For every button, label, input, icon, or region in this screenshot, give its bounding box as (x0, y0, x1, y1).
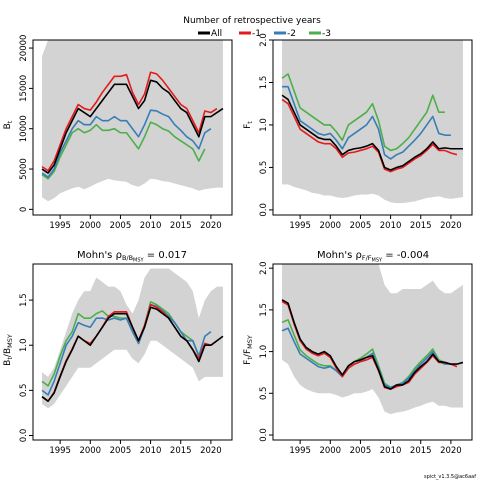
panel-b-bmsy: 1995 2000 2005 2010 2015 2020 0.0 0.5 1.0 1.5 (19, 263, 233, 456)
x-tick-label: 2005 (110, 446, 132, 456)
x-tick-label: 2015 (170, 221, 192, 231)
series-line-all (281, 299, 464, 390)
x-tick-label: 1995 (289, 446, 311, 456)
ylabel-ffmsy: Ft/FMSY (243, 335, 254, 365)
legend-label: -3 (322, 29, 331, 39)
y-tick-label: 10000 (19, 115, 29, 142)
series-line-all (281, 94, 463, 171)
ylabel-bbmsy: Bt/BMSY (3, 334, 14, 366)
confidence-band (282, 264, 463, 415)
x-tick-label: 2015 (410, 221, 432, 231)
legend-entry-minus1: -1 (239, 29, 261, 39)
panel-title-ffmsy-sub: F/F (362, 254, 372, 262)
panel-title-bbmsy-sub: B/B (122, 254, 133, 262)
x-tick-label: 2020 (440, 446, 462, 456)
panel-title-ffmsy-prefix: Mohn's ρ (317, 250, 362, 261)
series-line-minus3 (281, 319, 446, 389)
plot-area (281, 264, 464, 415)
legend-title: Number of retrospective years (183, 16, 321, 26)
panel-title-bbmsy-subsub: MSY (133, 258, 144, 264)
legend-label: All (211, 29, 222, 39)
x-tick-label: 2015 (410, 446, 432, 456)
plot-area (281, 40, 463, 204)
plot-frame (272, 39, 473, 216)
y-tick-label: 1.0 (259, 118, 269, 132)
panels: 1995 2000 2005 2010 2015 2020 0 5000 10000 15000 2… (19, 33, 473, 456)
x-tick-label: 1995 (49, 221, 71, 231)
series-line-minus1 (281, 98, 458, 173)
series-line-minus3 (281, 73, 445, 152)
panel-title-bbmsy-prefix: Mohn's ρ (77, 250, 122, 261)
x-tick-label: 2010 (380, 221, 402, 231)
y-tick-label: 0.5 (19, 384, 29, 398)
ylabel-ft: Ft (243, 121, 254, 129)
x-tick-label: 2020 (200, 221, 222, 231)
x-tick-label: 2005 (110, 221, 132, 231)
legend-entry-minus2: -2 (274, 29, 296, 39)
y-tick-label: 0.0 (19, 429, 29, 443)
y-tick-label: 0.5 (259, 161, 269, 175)
x-tick-label: 2020 (440, 221, 462, 231)
x-tick-label: 2000 (319, 446, 341, 456)
legend: All -1 -2 -3 (198, 29, 331, 39)
x-tick-label: 2015 (170, 446, 192, 456)
legend-label: -1 (252, 29, 261, 39)
y-tick-label: 1.0 (19, 338, 29, 352)
y-tick-label: 0.0 (259, 428, 269, 442)
series-line-minus3 (41, 121, 206, 180)
panel-biomass: 1995 2000 2005 2010 2015 2020 0 5000 10000 15000 2… (19, 35, 233, 231)
y-tick-label: 2.0 (259, 33, 269, 47)
x-tick-label: 2010 (140, 221, 162, 231)
y-tick-label: 5000 (19, 158, 29, 180)
series-line-minus1 (41, 71, 218, 172)
x-tick-label: 2005 (350, 221, 372, 231)
panel-title-ffmsy-value: = -0.004 (382, 250, 429, 261)
y-tick-label: 15000 (19, 75, 29, 102)
footer-version: spict_v1.3.5@ac6aaf (424, 474, 476, 480)
x-tick-label: 2000 (79, 446, 101, 456)
legend-label: -2 (287, 29, 296, 39)
y-tick-label: 0.0 (259, 203, 269, 217)
panel-fishing-mortality: 1995 2000 2005 2010 2015 2020 0.0 0.5 1.0 1.5 2.0 (259, 33, 473, 231)
series-line-all (41, 306, 224, 402)
plot-frame (32, 263, 233, 441)
legend-entry-all: All (198, 29, 222, 39)
series-line-minus2 (41, 303, 212, 396)
panel-title-bbmsy: Mohn's ρB/BMSY = 0.017 (77, 250, 187, 264)
series-line-all (41, 79, 224, 174)
y-tick-label: 0 (19, 207, 29, 212)
confidence-band (282, 40, 463, 204)
series-line-minus2 (41, 109, 212, 178)
panel-title-ffmsy-subsub: MSY (372, 258, 383, 264)
panel-title-ffmsy: Mohn's ρF/FMSY = -0.004 (317, 250, 429, 264)
panel-title-bbmsy-value: = 0.017 (144, 250, 187, 261)
series-line-minus2 (282, 85, 451, 160)
confidence-band (42, 268, 223, 409)
x-tick-label: 2010 (140, 446, 162, 456)
x-tick-label: 2020 (200, 446, 222, 456)
y-tick-label: 1.5 (19, 293, 29, 307)
confidence-band (42, 40, 223, 202)
x-tick-label: 1995 (49, 446, 71, 456)
plot-area (41, 268, 224, 409)
y-tick-label: 20000 (19, 35, 29, 62)
legend-entry-minus3: -3 (309, 29, 331, 39)
x-tick-label: 2000 (319, 221, 341, 231)
y-tick-label: 2.0 (259, 261, 269, 275)
plot-frame (32, 39, 233, 216)
panel-f-fmsy: 1995 2000 2005 2010 2015 2020 0.0 0.5 1.0 1.5 2.0 (259, 261, 473, 456)
x-tick-label: 2000 (79, 221, 101, 231)
x-tick-label: 2010 (380, 446, 402, 456)
ylabel-bt: Bt (3, 120, 14, 129)
y-tick-label: 0.5 (259, 387, 269, 401)
y-tick-label: 1.5 (259, 303, 269, 317)
x-tick-label: 1995 (289, 221, 311, 231)
y-tick-label: 1.0 (259, 345, 269, 359)
x-tick-label: 2005 (350, 446, 372, 456)
y-tick-label: 1.5 (259, 76, 269, 90)
plot-area (41, 40, 224, 202)
